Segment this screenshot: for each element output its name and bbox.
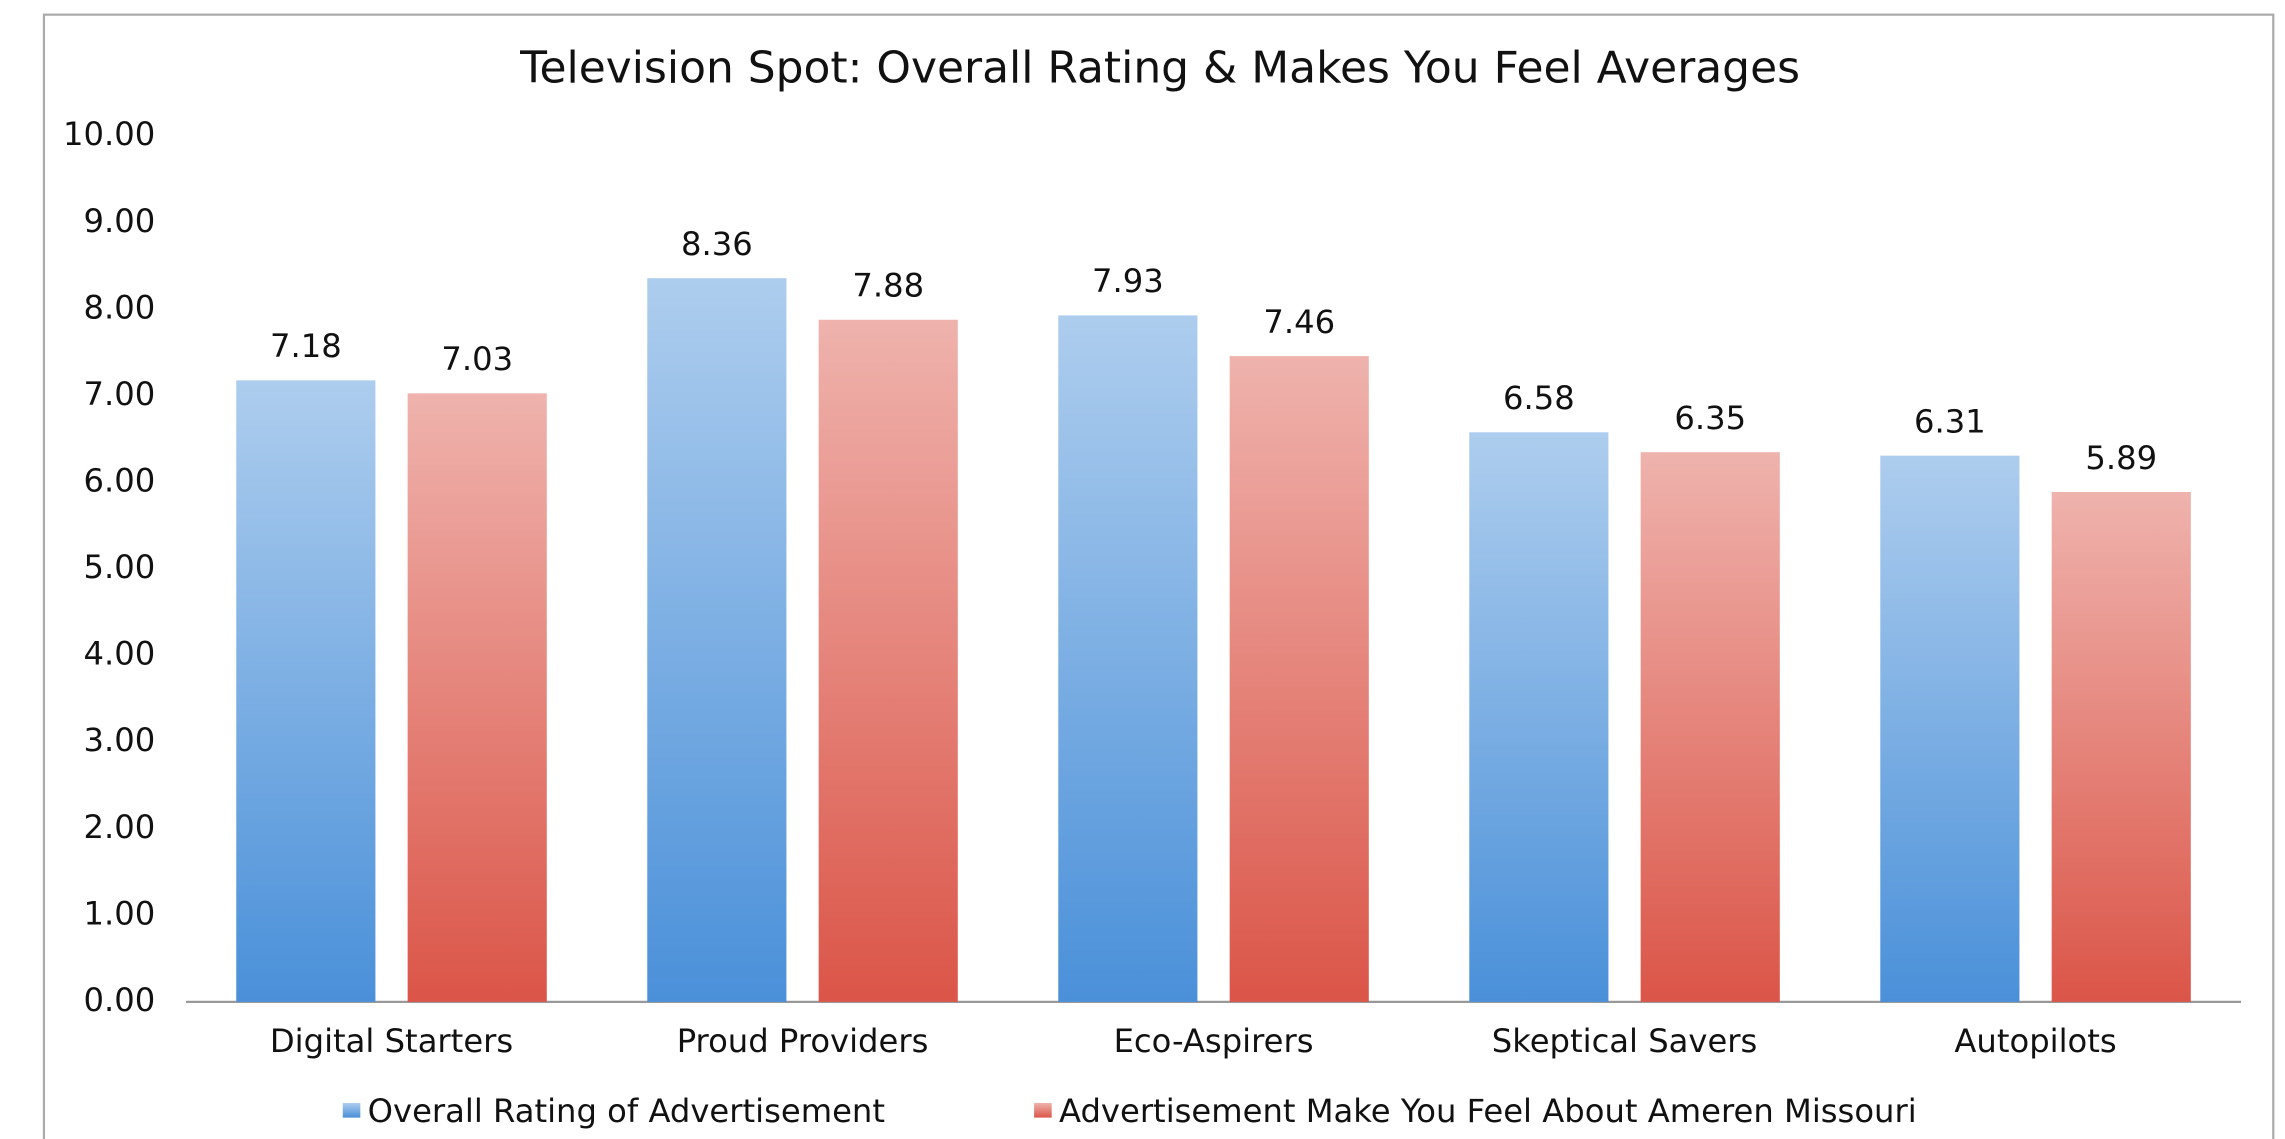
data-label: 6.58 bbox=[1503, 379, 1575, 417]
bar bbox=[1469, 432, 1609, 1002]
y-tick-label: 1.00 bbox=[84, 894, 156, 932]
bar bbox=[1058, 315, 1198, 1002]
x-tick-label: Eco-Aspirers bbox=[1114, 1022, 1314, 1060]
bar bbox=[1880, 455, 2020, 1002]
legend-label: Advertisement Make You Feel About Ameren… bbox=[1059, 1092, 1917, 1130]
data-label: 6.35 bbox=[1674, 399, 1746, 437]
x-tick-label: Autopilots bbox=[1954, 1022, 2116, 1060]
y-tick-label: 6.00 bbox=[84, 461, 156, 499]
bar bbox=[1640, 452, 1780, 1002]
data-label: 7.93 bbox=[1092, 262, 1164, 300]
chart-border bbox=[42, 13, 2275, 1139]
data-label: 5.89 bbox=[2085, 439, 2157, 477]
bar bbox=[647, 278, 787, 1002]
y-tick-label: 7.00 bbox=[84, 375, 156, 413]
data-label: 7.46 bbox=[1263, 303, 1335, 341]
bar bbox=[818, 319, 958, 1002]
y-tick-label: 9.00 bbox=[84, 202, 156, 240]
chart-title: Television Spot: Overall Rating & Makes … bbox=[519, 42, 1800, 93]
y-tick-label: 4.00 bbox=[84, 635, 156, 673]
y-tick-label: 0.00 bbox=[84, 981, 156, 1019]
y-tick-label: 8.00 bbox=[84, 288, 156, 326]
data-label: 7.88 bbox=[852, 267, 924, 305]
y-tick-label: 3.00 bbox=[84, 721, 156, 759]
bar bbox=[236, 380, 376, 1002]
bar bbox=[1229, 356, 1369, 1002]
y-tick-label: 10.00 bbox=[63, 115, 155, 153]
data-label: 7.03 bbox=[441, 340, 513, 378]
bar bbox=[2051, 492, 2191, 1002]
x-tick-label: Proud Providers bbox=[677, 1022, 929, 1060]
bar bbox=[407, 393, 547, 1002]
x-tick-label: Digital Starters bbox=[270, 1022, 513, 1060]
y-tick-label: 2.00 bbox=[84, 808, 156, 846]
legend-swatch bbox=[342, 1102, 361, 1118]
legend-label: Overall Rating of Advertisement bbox=[368, 1092, 885, 1130]
y-tick-label: 5.00 bbox=[84, 548, 156, 586]
data-label: 8.36 bbox=[681, 225, 753, 263]
data-label: 6.31 bbox=[1914, 402, 1986, 440]
legend-swatch bbox=[1034, 1102, 1052, 1118]
data-label: 7.18 bbox=[270, 327, 342, 365]
x-tick-label: Skeptical Savers bbox=[1492, 1022, 1758, 1060]
